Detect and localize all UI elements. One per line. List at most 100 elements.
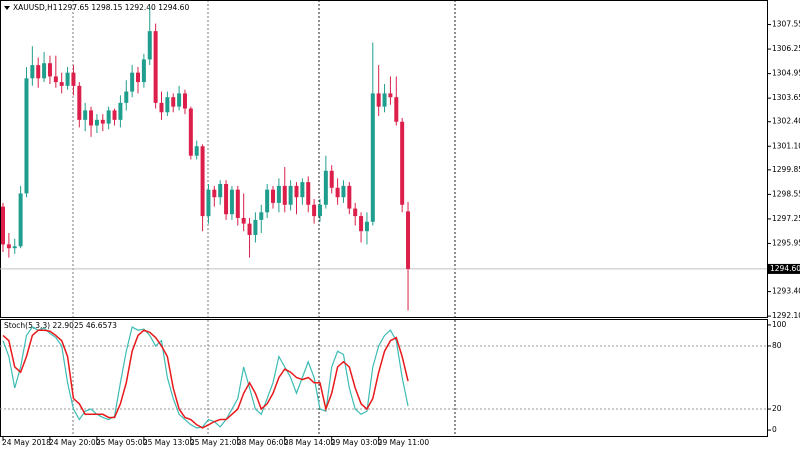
y-tick-label: 1301.10 (772, 141, 800, 150)
candle-body (353, 208, 358, 217)
y-tick-label: 1303.65 (772, 93, 800, 102)
x-tick-label: 29 May 03:00 (331, 438, 383, 447)
last-price-label: 1294.60 (770, 264, 800, 273)
y-tick-label: 1298.55 (772, 189, 800, 198)
candle-body (36, 65, 41, 79)
candle-body (388, 93, 393, 98)
y-tick-label: 80 (772, 341, 782, 350)
candle-body (288, 185, 293, 205)
candle-body (329, 170, 334, 188)
candle-body (30, 65, 35, 79)
candle-body (141, 59, 146, 83)
candle-body (347, 185, 352, 209)
y-tick-label: 100 (772, 320, 787, 329)
candle-body (77, 85, 82, 120)
candle-body (1, 206, 5, 245)
candle-body (159, 102, 164, 113)
candle-body (89, 110, 94, 126)
candle-body (112, 110, 117, 120)
candle-body (247, 223, 252, 235)
candle-body (188, 108, 193, 156)
candle-body (400, 121, 405, 205)
y-tick-label: 1307.55 (772, 20, 800, 29)
candle-body (382, 93, 387, 107)
candle-body (253, 219, 258, 235)
candle-body (323, 170, 328, 205)
candle-body (271, 189, 276, 203)
y-tick-label: 1304.95 (772, 69, 800, 78)
candle-body (42, 63, 47, 79)
candle-body (406, 211, 411, 269)
main-frame (0, 0, 768, 318)
indicator-frame (0, 319, 768, 437)
candle-body (282, 185, 287, 205)
x-tick-label: 28 May 14:00 (284, 438, 336, 447)
candle-body (18, 193, 23, 247)
candle-body (171, 97, 176, 107)
candle-body (59, 82, 64, 86)
candle-body (317, 204, 322, 217)
candle-body (47, 63, 52, 77)
y-tick-label: 1297.25 (772, 214, 800, 223)
stoch-line (2, 329, 409, 429)
candle-body (206, 189, 211, 217)
candle-body (6, 244, 11, 249)
candle-body (235, 189, 240, 218)
candle-body (259, 212, 264, 220)
y-tick-label: 1295.95 (772, 238, 800, 247)
candle-body (341, 185, 346, 198)
candle-body (53, 76, 58, 83)
candle-body (94, 119, 99, 126)
x-tick-label: 25 May 05:00 (96, 438, 148, 447)
candle-body (394, 97, 399, 122)
candle-body (312, 204, 317, 217)
indicator-title: Stoch(5,3,3) 22.9025 46.6573 (4, 321, 117, 330)
candle-body (306, 182, 311, 205)
ohlc-header: 1297.65 1298.15 1292.40 1294.60 (58, 3, 189, 12)
candle-body (165, 97, 170, 113)
chart-title: XAUUSD,H1 (13, 3, 58, 12)
x-tick-label: 28 May 06:00 (237, 438, 289, 447)
candle-body (194, 146, 199, 156)
candle-body (364, 221, 369, 232)
candle-body (83, 110, 88, 120)
stoch-line (2, 326, 409, 429)
y-tick-label: 1302.40 (772, 117, 800, 126)
candle-body (124, 91, 129, 103)
candle-body (118, 102, 123, 120)
candle-body (65, 72, 70, 86)
candle-body (300, 182, 305, 198)
x-tick-label: 24 May 2018 (2, 438, 51, 447)
y-tick-label: 20 (772, 404, 782, 413)
candle-body (212, 189, 217, 198)
candle-body (71, 72, 76, 86)
x-tick-label: 25 May 13:00 (143, 438, 195, 447)
candle-body (294, 185, 299, 198)
candle-body (218, 184, 223, 198)
candle-body (376, 93, 381, 107)
x-tick-label: 29 May 11:00 (378, 438, 430, 447)
candle-body (200, 146, 205, 217)
y-tick-label: 1299.85 (772, 165, 800, 174)
candle-body (224, 184, 229, 215)
candle-body (153, 31, 158, 103)
candle-body (100, 119, 105, 124)
candle-body (335, 187, 340, 198)
candle-body (147, 31, 152, 60)
candle-body (136, 72, 141, 83)
y-tick-label: 1306.25 (772, 44, 800, 53)
x-tick-label: 24 May 20:00 (49, 438, 101, 447)
candle-body (359, 216, 364, 232)
y-tick-label: 1292.10 (772, 311, 800, 320)
candle-body (265, 189, 270, 213)
candle-body (370, 93, 375, 222)
candle-body (177, 93, 182, 107)
candle-body (12, 246, 17, 249)
candle-body (241, 217, 246, 224)
candle-body (24, 78, 29, 194)
last-price-box (768, 263, 800, 274)
x-tick-label: 25 May 21:00 (190, 438, 242, 447)
candle-body (182, 93, 187, 109)
candle-body (229, 189, 234, 215)
